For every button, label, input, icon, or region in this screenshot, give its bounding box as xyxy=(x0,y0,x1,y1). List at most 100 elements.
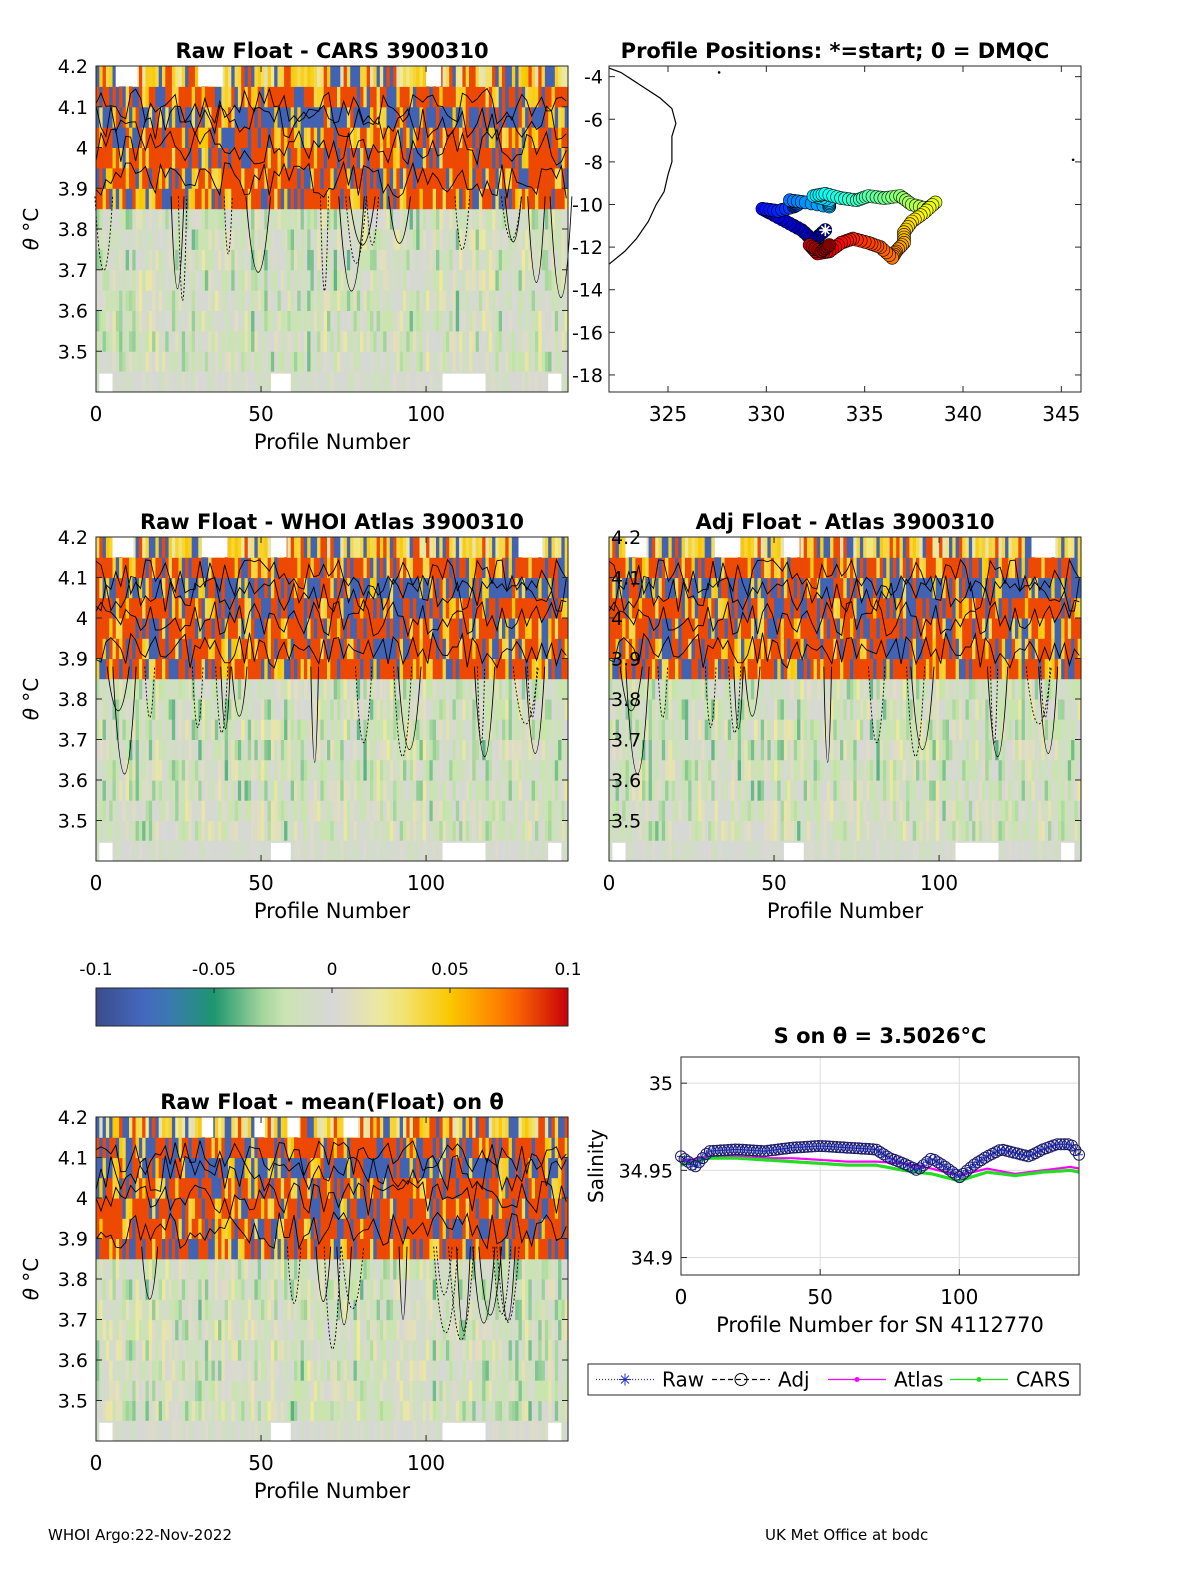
heatmap-cell xyxy=(317,638,321,660)
heatmap-cell xyxy=(115,330,120,352)
heatmap-cell xyxy=(294,699,298,720)
heatmap-cell xyxy=(270,800,275,822)
heatmap-cell xyxy=(201,557,206,579)
heatmap-cell xyxy=(323,208,328,230)
heatmap-cell xyxy=(478,351,483,373)
heatmap-cell xyxy=(373,678,378,700)
heatmap-cell xyxy=(257,678,262,700)
heatmap-cell xyxy=(221,840,226,861)
heatmap-cell xyxy=(142,249,147,271)
heatmap-cell xyxy=(313,618,318,639)
heatmap-cell xyxy=(403,371,407,392)
heatmap-cell xyxy=(290,86,295,108)
heatmap-cell xyxy=(399,66,404,87)
heatmap-cell xyxy=(178,739,183,761)
heatmap-cell xyxy=(162,577,166,599)
heatmap-cell xyxy=(109,759,114,781)
heatmap-cell xyxy=(475,127,480,148)
heatmap-cell xyxy=(356,618,361,639)
heatmap-cell xyxy=(175,739,180,761)
heatmap-cell xyxy=(112,658,117,680)
heatmap-cell xyxy=(340,147,345,169)
heatmap-cell xyxy=(535,167,539,189)
heatmap-cell xyxy=(241,188,246,210)
heatmap-cell xyxy=(135,820,140,842)
heatmap-cell xyxy=(191,269,196,291)
heatmap-cell xyxy=(518,147,523,169)
heatmap-cell xyxy=(360,820,364,842)
heatmap-cell xyxy=(158,719,163,740)
heatmap-cell xyxy=(204,147,209,169)
heatmap-cell xyxy=(303,820,308,842)
heatmap-cell xyxy=(138,106,143,128)
heatmap-cell xyxy=(135,800,140,822)
heatmap-cell xyxy=(307,618,312,639)
heatmap-cell xyxy=(257,719,262,740)
heatmap-cell xyxy=(280,780,285,801)
heatmap-cell xyxy=(142,699,147,720)
heatmap-cell xyxy=(350,127,355,148)
heatmap-cell xyxy=(383,351,388,373)
heatmap-cell xyxy=(346,840,351,861)
heatmap-cell xyxy=(105,147,110,169)
heatmap-cell xyxy=(379,557,384,579)
heatmap-cell xyxy=(492,188,496,210)
heatmap-cell xyxy=(373,147,378,169)
heatmap-cell xyxy=(188,188,193,210)
heatmap-cell xyxy=(307,597,312,619)
heatmap-cell xyxy=(406,269,411,291)
heatmap-cell xyxy=(211,269,216,291)
heatmap-cell xyxy=(208,557,213,579)
y-tick-label: 3.8 xyxy=(58,689,88,711)
heatmap-cell xyxy=(307,577,312,599)
heatmap-cell xyxy=(346,188,351,210)
heatmap-cell xyxy=(370,330,374,352)
heatmap-cell xyxy=(307,127,312,148)
heatmap-cell xyxy=(142,147,147,169)
heatmap-cell xyxy=(343,678,348,700)
heatmap-cell xyxy=(178,106,183,128)
heatmap-cell xyxy=(96,658,100,680)
heatmap-cell xyxy=(99,800,104,822)
heatmap-cell xyxy=(439,208,444,230)
heatmap-cell xyxy=(105,249,110,271)
heatmap-cell xyxy=(360,147,364,169)
heatmap-cell xyxy=(165,330,170,352)
heatmap-cell xyxy=(264,597,269,619)
heatmap-cell xyxy=(254,106,259,128)
heatmap-cell xyxy=(300,577,305,599)
heatmap-cell xyxy=(241,249,246,271)
heatmap-cell xyxy=(284,106,288,128)
heatmap-cell xyxy=(350,351,355,373)
heatmap-cell xyxy=(247,557,252,579)
heatmap-cell xyxy=(455,147,460,169)
heatmap-cell xyxy=(237,678,242,700)
heatmap-cell xyxy=(310,66,315,87)
heatmap-cell xyxy=(386,739,391,761)
heatmap-cell xyxy=(317,371,321,392)
heatmap-cell xyxy=(303,147,308,169)
heatmap-cell xyxy=(191,820,196,842)
y-tick-label: 3.7 xyxy=(58,260,88,282)
heatmap-cell xyxy=(502,86,506,108)
heatmap-cell xyxy=(171,351,176,373)
heatmap-cell xyxy=(191,86,196,108)
heatmap-cell xyxy=(280,229,285,250)
heatmap-cell xyxy=(297,167,302,189)
heatmap-cell xyxy=(204,229,209,250)
heatmap-cell xyxy=(396,147,401,169)
heatmap-cell xyxy=(498,106,503,128)
heatmap-cell xyxy=(221,269,226,291)
heatmap-cell xyxy=(155,106,160,128)
heatmap-cell xyxy=(525,127,529,148)
heatmap-cell xyxy=(204,269,209,291)
data-gap xyxy=(270,537,287,558)
heatmap-cell xyxy=(204,638,209,660)
heatmap-cell xyxy=(294,618,298,639)
heatmap-cell xyxy=(132,719,137,740)
heatmap-cell xyxy=(462,351,467,373)
heatmap-cell xyxy=(231,66,236,87)
heatmap-cell xyxy=(201,290,206,311)
heatmap-cell xyxy=(558,127,562,148)
heatmap-cell xyxy=(198,290,203,311)
